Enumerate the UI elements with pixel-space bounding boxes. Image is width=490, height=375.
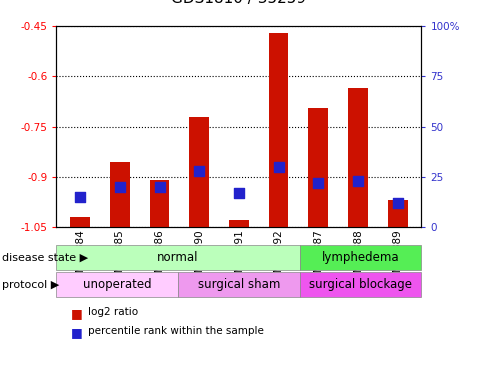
Point — [76, 194, 84, 200]
Point — [274, 164, 282, 170]
Point — [116, 184, 124, 190]
Point — [196, 168, 203, 174]
Point — [314, 180, 322, 186]
Bar — [269, 33, 289, 227]
Point — [354, 178, 362, 184]
Text: log2 ratio: log2 ratio — [88, 307, 138, 317]
Text: unoperated: unoperated — [83, 278, 151, 291]
Text: lymphedema: lymphedema — [322, 251, 399, 264]
Text: ■: ■ — [71, 307, 83, 320]
Bar — [388, 200, 408, 227]
Text: ■: ■ — [71, 326, 83, 339]
Text: protocol ▶: protocol ▶ — [2, 280, 60, 290]
Text: surgical blockage: surgical blockage — [309, 278, 412, 291]
Text: disease state ▶: disease state ▶ — [2, 252, 89, 262]
Point — [393, 200, 401, 206]
Bar — [189, 117, 209, 227]
Text: normal: normal — [157, 251, 199, 264]
Bar — [348, 88, 368, 227]
Bar — [149, 180, 170, 227]
Text: surgical sham: surgical sham — [197, 278, 280, 291]
Point — [156, 184, 164, 190]
Bar — [110, 162, 130, 227]
Text: percentile rank within the sample: percentile rank within the sample — [88, 326, 264, 336]
Text: GDS1810 / 35259: GDS1810 / 35259 — [172, 0, 306, 6]
Bar — [308, 108, 328, 227]
Bar — [229, 220, 249, 227]
Point — [235, 190, 243, 196]
Bar — [70, 217, 90, 227]
